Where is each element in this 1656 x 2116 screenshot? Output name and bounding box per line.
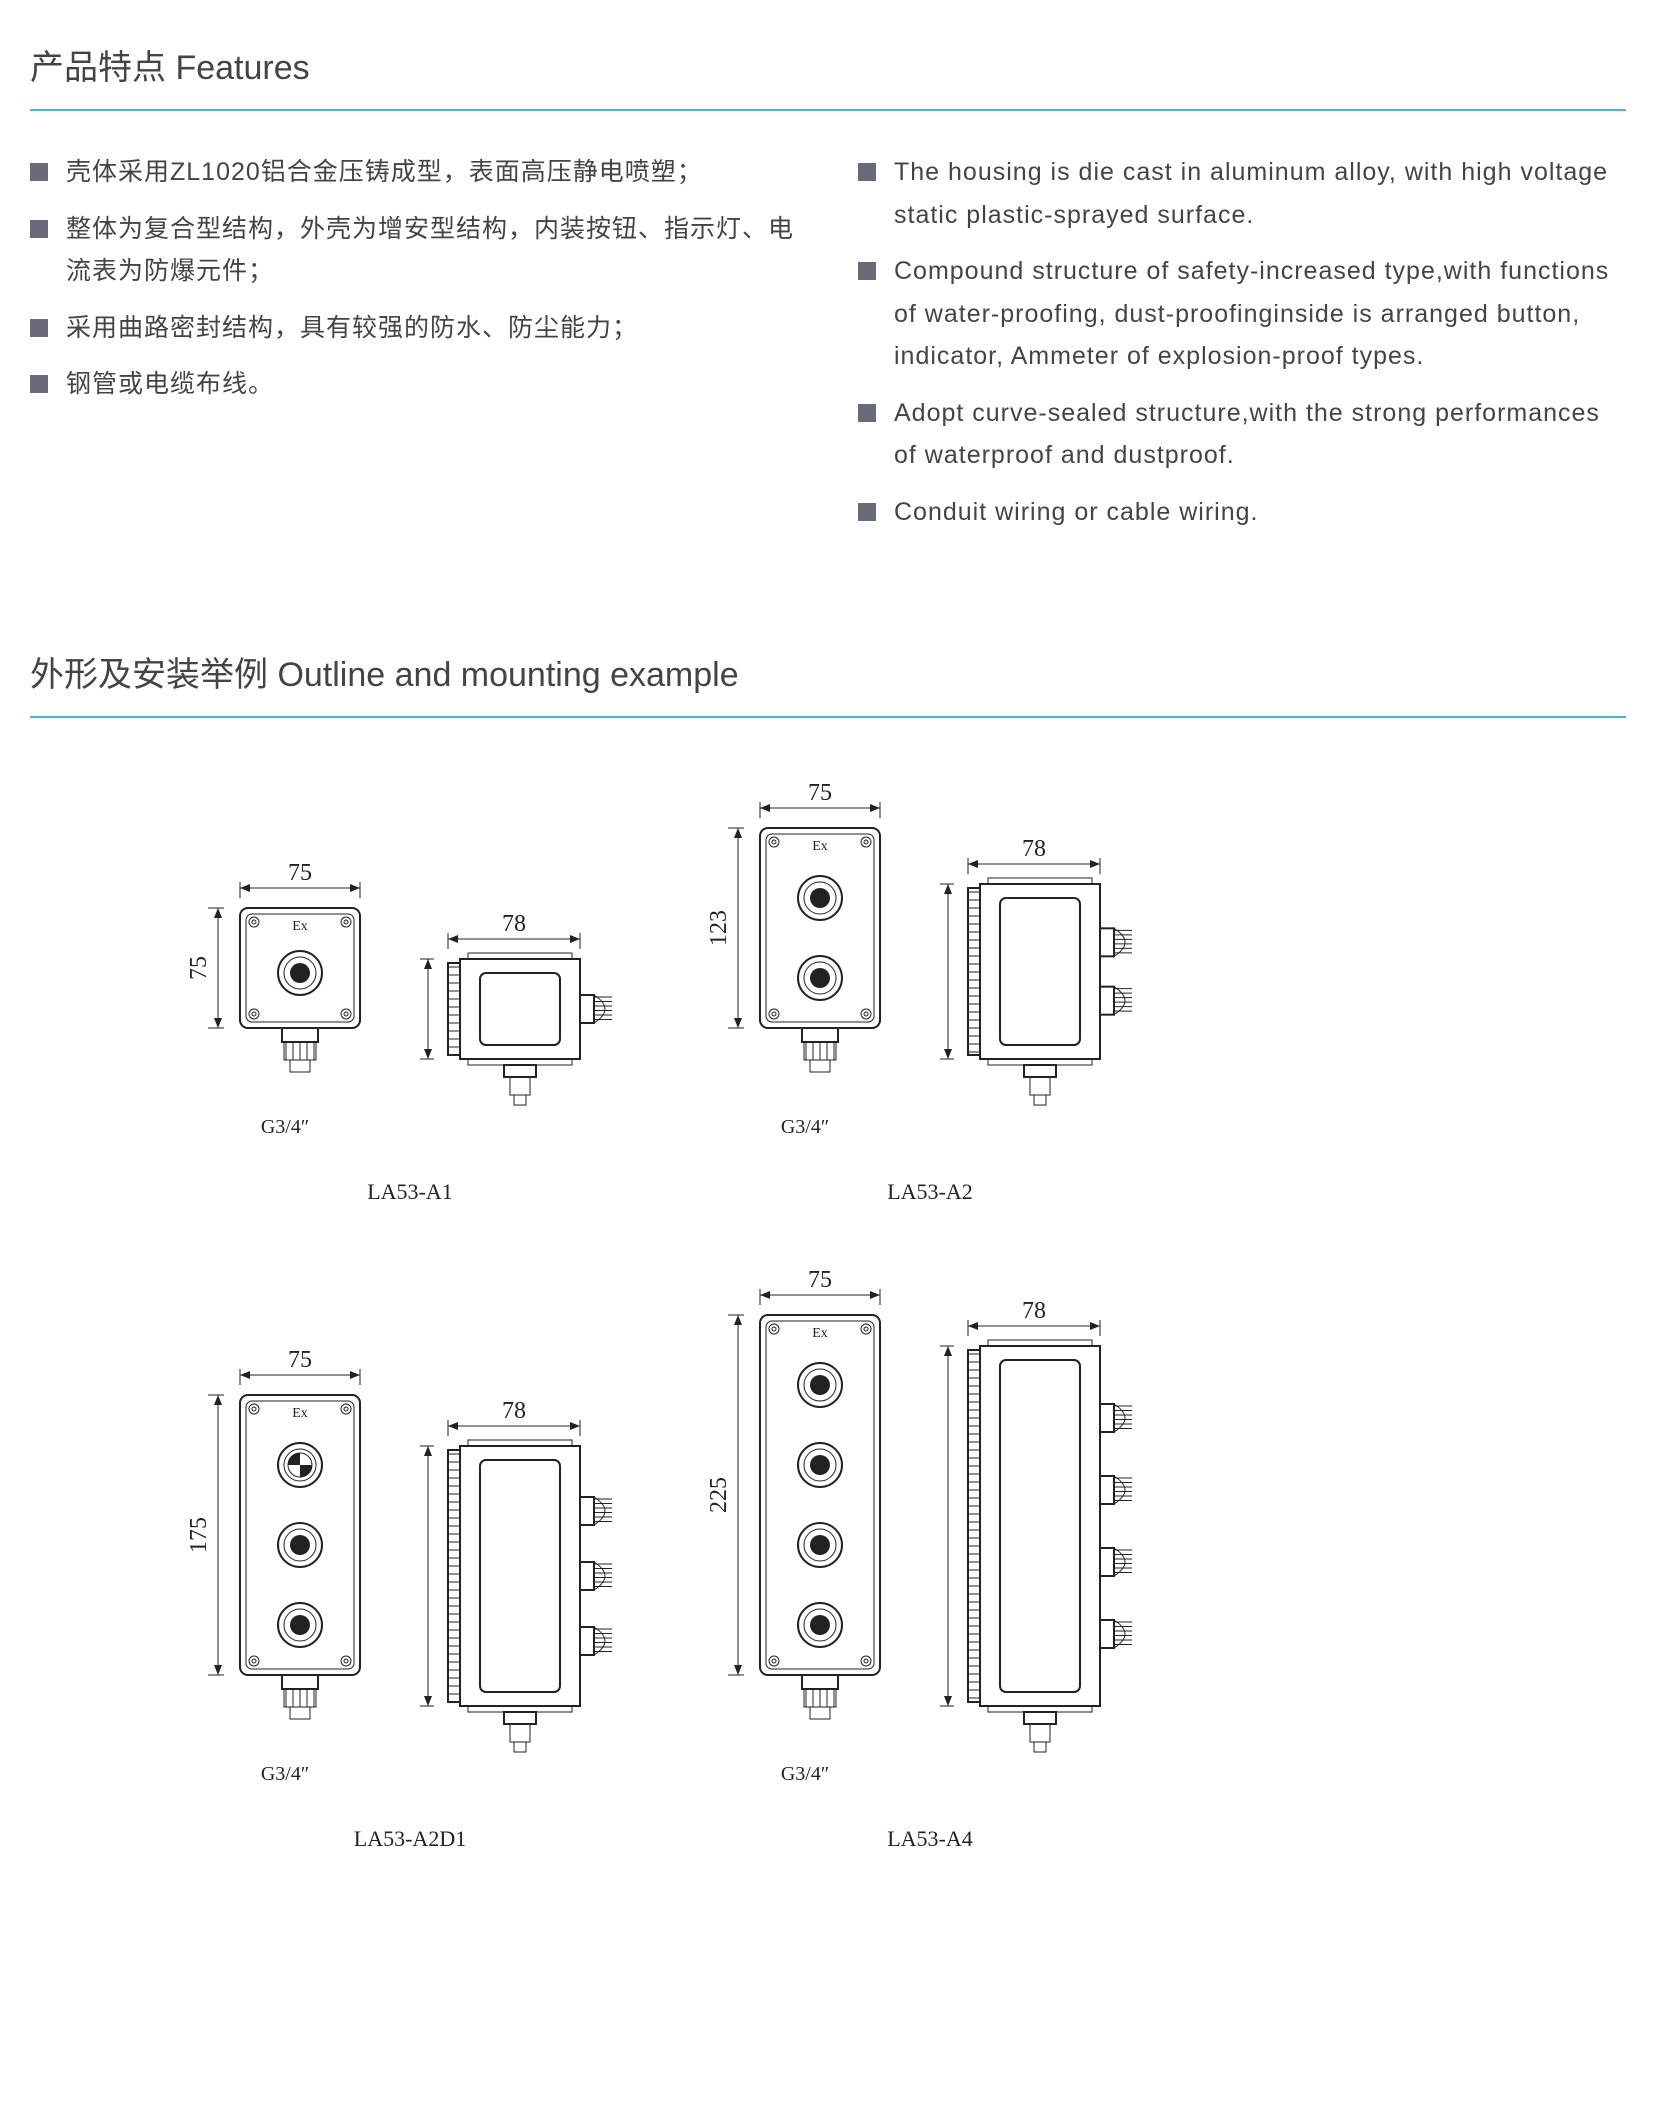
svg-text:107: 107 [940,954,942,990]
diagram-side-view: 78 162 [420,1396,630,1786]
svg-text:78: 78 [1022,836,1046,862]
diagram-side-view: 78 62 [420,909,630,1139]
diagram-front-view: Ex 75 175 [190,1345,380,1755]
connector-label: G3/4″ [781,1116,829,1139]
svg-text:123: 123 [710,910,732,946]
diagram-views: Ex 75 225 G3/4″ 78 225 [710,1265,1150,1786]
diagram-group: Ex 75 175 G3/4″ 78 162 LA53-A2D1 [190,1345,630,1852]
feature-item: The housing is die cast in aluminum allo… [858,151,1626,236]
front-view-wrap: Ex 75 123 G3/4″ [710,778,900,1139]
front-view-wrap: Ex 75 225 G3/4″ [710,1265,900,1786]
diagram-group: Ex 75 123 G3/4″ 78 107 LA53-A2 [710,778,1150,1205]
feature-item: 采用曲路密封结构，具有较强的防水、防尘能力； [30,307,798,350]
feature-text: Adopt curve-sealed structure,with the st… [894,392,1626,477]
model-label: LA53-A2 [887,1179,973,1205]
bullet-icon [30,319,48,337]
diagrams-title: 外形及安装举例 Outline and mounting example [30,647,1626,718]
bullet-icon [858,163,876,181]
svg-text:75: 75 [288,1347,312,1373]
feature-item: Adopt curve-sealed structure,with the st… [858,392,1626,477]
feature-text: 采用曲路密封结构，具有较强的防水、防尘能力； [66,307,798,350]
diagram-views: Ex 75 75 G3/4″ 78 62 [190,858,630,1139]
features-title: 产品特点 Features [30,40,1626,111]
svg-text:62: 62 [420,997,422,1021]
feature-item: Conduit wiring or cable wiring. [858,491,1626,534]
diagram-side-view: 78 107 [940,834,1150,1139]
svg-text:75: 75 [808,780,832,806]
bullet-icon [858,404,876,422]
feature-text: Compound structure of safety-increased t… [894,250,1626,378]
diagram-views: Ex 75 123 G3/4″ 78 107 [710,778,1150,1139]
bullet-icon [30,163,48,181]
diagram-front-view: Ex 75 225 [710,1265,900,1755]
diagram-front-view: Ex 75 123 [710,778,900,1108]
diagram-group: Ex 75 75 G3/4″ 78 62 LA53-A1 [190,858,630,1205]
svg-text:225: 225 [710,1477,732,1513]
bullet-icon [30,220,48,238]
svg-text:78: 78 [502,911,526,937]
front-view-wrap: Ex 75 75 G3/4″ [190,858,380,1139]
svg-text:Ex: Ex [812,839,828,854]
diagrams-row: Ex 75 175 G3/4″ 78 162 LA53-A2D1 Ex 75 225 G3/4″ 78… [30,1265,1626,1852]
connector-label: G3/4″ [781,1763,829,1786]
svg-text:Ex: Ex [292,919,308,934]
feature-text: 壳体采用ZL1020铝合金压铸成型，表面高压静电喷塑； [66,151,798,194]
diagram-views: Ex 75 175 G3/4″ 78 162 [190,1345,630,1786]
bullet-icon [858,503,876,521]
feature-item: 钢管或电缆布线。 [30,363,798,406]
features-col-cn: 壳体采用ZL1020铝合金压铸成型，表面高压静电喷塑； 整体为复合型结构，外壳为增… [30,151,798,547]
connector-label: G3/4″ [261,1763,309,1786]
svg-text:75: 75 [808,1267,832,1293]
svg-text:225: 225 [940,1508,942,1544]
svg-text:78: 78 [1022,1298,1046,1324]
feature-text: Conduit wiring or cable wiring. [894,491,1626,534]
diagram-side-view: 78 225 [940,1296,1150,1786]
svg-text:75: 75 [190,956,212,980]
svg-text:Ex: Ex [812,1326,828,1341]
feature-text: 整体为复合型结构，外壳为增安型结构，内装按钮、指示灯、电流表为防爆元件； [66,208,798,293]
svg-text:162: 162 [420,1558,422,1594]
features-col-en: The housing is die cast in aluminum allo… [858,151,1626,547]
front-view-wrap: Ex 75 175 G3/4″ [190,1345,380,1786]
feature-item: 壳体采用ZL1020铝合金压铸成型，表面高压静电喷塑； [30,151,798,194]
svg-text:78: 78 [502,1398,526,1424]
model-label: LA53-A4 [887,1826,973,1852]
svg-text:75: 75 [288,860,312,886]
feature-item: Compound structure of safety-increased t… [858,250,1626,378]
feature-text: The housing is die cast in aluminum allo… [894,151,1626,236]
bullet-icon [858,262,876,280]
features-row: 壳体采用ZL1020铝合金压铸成型，表面高压静电喷塑； 整体为复合型结构，外壳为增… [30,151,1626,547]
model-label: LA53-A1 [367,1179,453,1205]
svg-text:Ex: Ex [292,1406,308,1421]
model-label: LA53-A2D1 [354,1826,466,1852]
feature-text: 钢管或电缆布线。 [66,363,798,406]
diagram-group: Ex 75 225 G3/4″ 78 225 LA53-A4 [710,1265,1150,1852]
diagram-front-view: Ex 75 75 [190,858,380,1108]
svg-text:175: 175 [190,1517,212,1553]
diagrams-row: Ex 75 75 G3/4″ 78 62 LA53-A1 Ex 75 123 G3/4″ 78 107 L… [30,778,1626,1205]
bullet-icon [30,375,48,393]
connector-label: G3/4″ [261,1116,309,1139]
diagrams-section: Ex 75 75 G3/4″ 78 62 LA53-A1 Ex 75 123 G3/4″ 78 107 L… [30,778,1626,1852]
feature-item: 整体为复合型结构，外壳为增安型结构，内装按钮、指示灯、电流表为防爆元件； [30,208,798,293]
